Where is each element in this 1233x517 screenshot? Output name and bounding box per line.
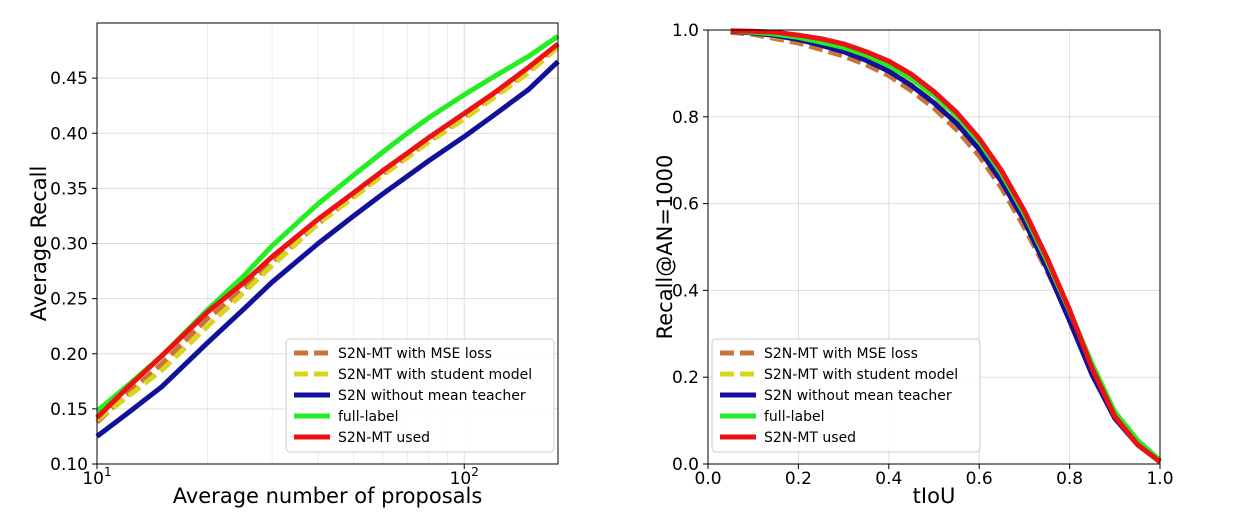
chart-1-series-line-5	[95, 41, 560, 420]
chart-1-legend-label-4: full-label	[338, 409, 399, 425]
chart-1-y-tick-label: 0.30	[50, 235, 88, 255]
chart-1-y-tick-label: 0.45	[50, 69, 88, 89]
chart-2: 0.0 0.2 0.4 0.6 0.8 1.0 0.0 0.2 0.4 0.6 0.8 1.0 tIoU…	[653, 21, 1174, 508]
chart-1-legend-box	[285, 338, 555, 453]
chart-2-y-axis-label: Recall@AN=1000	[653, 155, 677, 340]
chart-1-y-tick-label: 0.10	[50, 455, 88, 475]
chart-2-legend-label-3: S2N without mean teacher	[764, 388, 952, 404]
chart-1-legend-label-3: S2N without mean teacher	[338, 388, 526, 404]
chart-2-plot-frame	[707, 29, 1161, 465]
chart-2-x-tick-label: 0.8	[1056, 469, 1083, 489]
chart-1-x-axis-label: Average number of proposals	[173, 484, 483, 508]
chart-2-y-tick-label: 0.8	[672, 108, 699, 128]
chart-2-y-tick-label: 0.4	[672, 281, 699, 301]
chart-1-y-tick-label: 0.20	[50, 345, 88, 365]
chart-2-legend-box	[711, 338, 981, 453]
chart-1-legend: S2N-MT with MSE loss S2N-MT with student …	[285, 338, 555, 453]
chart-2-y-tick-label: 0.6	[672, 195, 699, 215]
chart-2-y-tick-label: 1.0	[672, 21, 699, 41]
chart-2-legend-label-5: S2N-MT used	[764, 430, 856, 446]
chart-1-y-tick-label: 0.40	[50, 124, 88, 144]
chart-2-legend-label-2: S2N-MT with student model	[764, 367, 958, 383]
chart-2-x-tick-label: 1.0	[1146, 469, 1173, 489]
chart-2-x-tick-label: 0.6	[966, 469, 993, 489]
chart-1-series-line-3	[95, 59, 560, 439]
chart-1-legend-label-5: S2N-MT used	[338, 430, 430, 446]
chart-2-x-tick-label: 0.4	[875, 469, 902, 489]
chart-1-legend-label-2: S2N-MT with student model	[338, 367, 532, 383]
chart-2-x-tick-label: 0.2	[785, 469, 812, 489]
chart-1-x-tick-label: 101	[82, 465, 111, 489]
chart-2-x-tick-label: 0.0	[694, 469, 721, 489]
chart-2-y-tick-label: 0.0	[672, 455, 699, 475]
chart-1-plot-frame	[96, 22, 559, 465]
chart-1-x-tick-label: 102	[450, 465, 479, 489]
chart-1-legend-label-1: S2N-MT with MSE loss	[338, 346, 492, 362]
chart-2-legend-label-4: full-label	[764, 409, 825, 425]
chart-2-y-tick-label: 0.2	[672, 368, 699, 388]
chart-1-y-axis-label: Average Recall	[27, 166, 51, 322]
chart-2-x-axis-label: tIoU	[913, 484, 956, 508]
chart-2-legend-label-1: S2N-MT with MSE loss	[764, 346, 918, 362]
chart-1-y-tick-label: 0.15	[50, 400, 88, 420]
chart-2-series-line-5	[730, 28, 1162, 464]
chart-1-series-line-2	[95, 45, 560, 422]
chart-2-legend: S2N-MT with MSE loss S2N-MT with student …	[711, 338, 981, 453]
chart-1-y-tick-label: 0.35	[50, 179, 88, 199]
chart-1-y-tick-label: 0.25	[50, 290, 88, 310]
